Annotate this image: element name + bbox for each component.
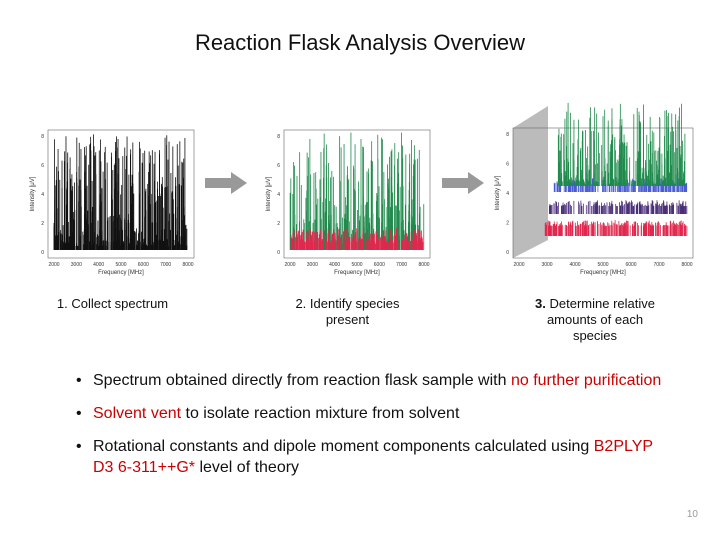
bullet-text: level of theory [195, 459, 300, 476]
arrow-right-icon [205, 172, 247, 199]
x-tick-label: 8000 [418, 262, 429, 268]
x-tick-label: 5000 [115, 262, 126, 268]
slide-title: Reaction Flask Analysis Overview [194, 30, 526, 55]
plot-frame [47, 129, 195, 259]
x-tick-label: 5000 [597, 262, 608, 268]
y-tick-label: 8 [506, 132, 509, 138]
y-tick-label: 0 [41, 250, 44, 256]
y-tick-label: 2 [277, 221, 280, 227]
y-tick-label: 6 [506, 162, 509, 168]
x-tick-label: 4000 [93, 262, 104, 268]
bullet-item: • Rotational constants and dipole moment… [76, 436, 676, 478]
bullet-highlight: no further purification [510, 372, 662, 389]
bullet-dot-icon: • [76, 438, 82, 455]
x-tick-label: 6000 [625, 262, 636, 268]
step-text: Identify species present [309, 296, 400, 327]
x-axis-label: Frequency [MHz] [98, 270, 144, 276]
bullet-dot-icon: • [76, 405, 82, 422]
x-tick-label: 2000 [284, 262, 295, 268]
y-tick-label: 4 [506, 191, 509, 197]
x-axis-label: Frequency [MHz] [580, 270, 626, 276]
spectrum-panel-identify: 0 2 4 6 8 2000 3000 4000 5000 6000 7000 8000 Frequen… [250, 120, 435, 280]
x-tick-label: 7000 [160, 262, 171, 268]
y-tick-label: 4 [41, 192, 44, 198]
y-tick-label: 8 [41, 134, 44, 140]
x-tick-label: 8000 [182, 262, 193, 268]
x-tick-label: 3000 [71, 262, 82, 268]
bullet-highlight: B2PLYP D3 6-311++G* [93, 438, 653, 476]
page-number: 10 [686, 509, 698, 520]
step-caption-2: 2. Identify species present [280, 296, 415, 328]
x-tick-label: 7000 [396, 262, 407, 268]
x-tick-label: 4000 [329, 262, 340, 268]
step-number: 1. [56, 296, 68, 311]
bullet-text: Rotational constants and dipole moment c… [93, 438, 594, 455]
y-tick-label: 6 [277, 163, 280, 169]
x-tick-label: 3000 [307, 262, 318, 268]
x-axis-label: Frequency [MHz] [334, 270, 380, 276]
offset-wall [513, 106, 548, 258]
y-tick-label: 6 [41, 163, 44, 169]
step-caption-3: 3. Determine relative amounts of each sp… [530, 296, 660, 344]
step-number: 3. [535, 296, 546, 311]
x-tick-label: 3000 [541, 262, 552, 268]
arrow-right-icon [442, 172, 484, 199]
y-axis-label: Intensity [μV] [30, 176, 36, 211]
bullet-text: to isolate reaction mixture from solvent [181, 405, 460, 422]
x-tick-label: 4000 [569, 262, 580, 268]
spectrum-plot-identify: 0 2 4 6 8 2000 3000 4000 5000 6000 7000 8000 Frequen… [266, 129, 431, 276]
bullet-item: • Solvent vent to isolate reaction mixtu… [76, 403, 676, 424]
bullet-item: • Spectrum obtained directly from reacti… [76, 370, 676, 391]
x-tick-label: 8000 [681, 262, 692, 268]
plot-frame [283, 129, 431, 259]
x-tick-label: 2000 [48, 262, 59, 268]
spectrum-panel-collect: 0 2 4 6 8 2000 3000 4000 5000 6000 7000 8000 Frequen… [14, 120, 199, 280]
bullet-list: • Spectrum obtained directly from reacti… [76, 370, 676, 490]
step-text: Determine relative amounts of each speci… [546, 296, 655, 343]
y-axis-label: Intensity [μV] [495, 175, 501, 210]
spectrum-panel-determine: 0 2 4 6 8 2000 3000 4000 5000 6000 7000 8000 Frequen… [478, 100, 708, 285]
y-axis-label: Intensity [μV] [266, 176, 272, 211]
x-tick-label: 6000 [138, 262, 149, 268]
x-tick-label: 5000 [351, 262, 362, 268]
spectrum-plot-determine: 0 2 4 6 8 2000 3000 4000 5000 6000 7000 8000 Frequen… [495, 102, 694, 276]
bullet-highlight: Solvent vent [93, 405, 182, 422]
step-number: 2. [295, 296, 307, 311]
y-tick-label: 2 [41, 221, 44, 227]
y-tick-label: 8 [277, 134, 280, 140]
y-tick-label: 2 [506, 221, 509, 227]
x-tick-label: 6000 [374, 262, 385, 268]
y-tick-label: 4 [277, 192, 280, 198]
y-tick-label: 0 [277, 250, 280, 256]
bullet-text: Spectrum obtained directly from reaction… [93, 372, 511, 389]
y-tick-label: 0 [506, 250, 509, 256]
step-caption-1: 1. Collect spectrum [45, 296, 180, 312]
step-text: Collect spectrum [71, 296, 169, 311]
x-tick-label: 2000 [513, 262, 524, 268]
bullet-dot-icon: • [76, 372, 82, 389]
x-tick-label: 7000 [653, 262, 664, 268]
spectrum-plot-collect: 0 2 4 6 8 2000 3000 4000 5000 6000 7000 8000 Frequen… [30, 129, 195, 276]
